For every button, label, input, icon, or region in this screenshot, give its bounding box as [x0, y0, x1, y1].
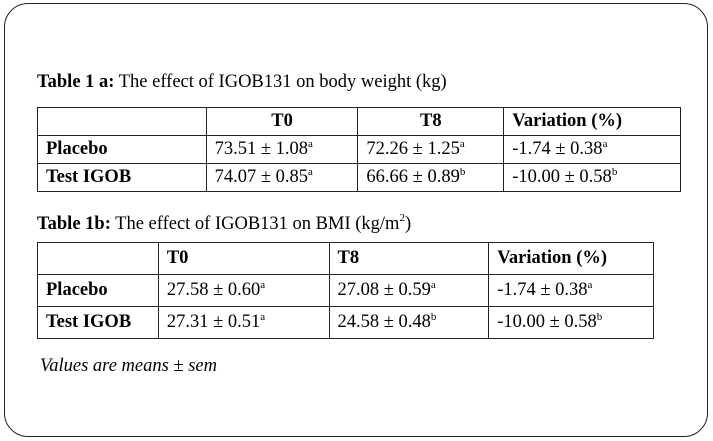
cell-t8: 27.08 ± 0.59a [328, 274, 490, 307]
cell-value: 73.51 ± 1.08 [214, 139, 309, 159]
header-cell-t8: T8 [357, 107, 505, 136]
cell-superscript: a [308, 166, 313, 178]
header-cell-t0: T0 [205, 107, 359, 136]
row-label: Test IGOB [37, 306, 159, 339]
table-header-row: T0 T8 Variation (%) [37, 242, 654, 275]
cell-superscript: b [596, 311, 603, 323]
footnote: Values are means ± sem [40, 356, 217, 376]
table2-caption-label: Table 1b: [37, 214, 111, 234]
cell-superscript: a [260, 311, 266, 323]
table-row: Test IGOB 74.07 ± 0.85a 66.66 ± 0.89b -1… [37, 163, 681, 192]
cell-superscript: a [308, 138, 313, 150]
cell-superscript: b [611, 166, 618, 178]
table-header-row: T0 T8 Variation (%) [37, 107, 681, 136]
cell-superscript: a [587, 279, 593, 291]
cell-value: -1.74 ± 0.38 [497, 280, 588, 300]
table1-caption-text: The effect of IGOB131 on body weight (kg… [114, 72, 447, 92]
cell-value: 74.07 ± 0.85 [214, 167, 309, 187]
table2: T0 T8 Variation (%) Placebo 27.58 ± 0.60… [37, 242, 654, 339]
header-cell-variation: Variation (%) [488, 242, 654, 275]
header-cell [37, 242, 159, 275]
cell-variation: -1.74 ± 0.38a [488, 274, 654, 307]
table2-caption: Table 1b: The effect of IGOB131 on BMI (… [37, 212, 412, 235]
cell-value: -10.00 ± 0.58 [512, 167, 612, 187]
cell-value: 27.08 ± 0.59 [337, 280, 431, 300]
header-cell-t8: T8 [328, 242, 490, 275]
header-cell-variation: Variation (%) [503, 107, 681, 136]
table2-caption-end: ) [404, 214, 412, 234]
cell-t8: 66.66 ± 0.89b [357, 163, 505, 192]
cell-value: 66.66 ± 0.89 [366, 167, 460, 187]
cell-value: 27.31 ± 0.51 [166, 312, 261, 332]
table-row: Placebo 73.51 ± 1.08a 72.26 ± 1.25a -1.7… [37, 135, 681, 164]
header-cell [37, 107, 207, 136]
table-row: Test IGOB 27.31 ± 0.51a 24.58 ± 0.48b -1… [37, 306, 654, 339]
cell-superscript: a [602, 138, 608, 150]
cell-t0: 27.31 ± 0.51a [157, 306, 330, 339]
cell-value: -10.00 ± 0.58 [497, 312, 597, 332]
cell-superscript: b [430, 311, 437, 323]
row-label: Placebo [37, 274, 159, 307]
table2-caption-text: The effect of IGOB131 on BMI (kg/m [110, 214, 400, 234]
cell-superscript: a [260, 279, 266, 291]
table1-caption: Table 1 a: The effect of IGOB131 on body… [37, 72, 447, 93]
table-row: Placebo 27.58 ± 0.60a 27.08 ± 0.59a -1.7… [37, 274, 654, 307]
cell-variation: -1.74 ± 0.38a [503, 135, 681, 164]
cell-superscript: a [430, 279, 436, 291]
cell-value: 24.58 ± 0.48 [337, 312, 431, 332]
cell-t8: 72.26 ± 1.25a [357, 135, 505, 164]
cell-superscript: b [459, 166, 466, 178]
cell-t0: 73.51 ± 1.08a [205, 135, 359, 164]
table1-caption-label: Table 1 a: [37, 72, 115, 92]
cell-variation: -10.00 ± 0.58b [488, 306, 654, 339]
table2-caption-superscript: 2 [399, 212, 405, 224]
cell-value: 72.26 ± 1.25 [366, 139, 460, 159]
cell-t8: 24.58 ± 0.48b [328, 306, 490, 339]
cell-t0: 74.07 ± 0.85a [205, 163, 359, 192]
cell-value: -1.74 ± 0.38 [512, 139, 603, 159]
cell-t0: 27.58 ± 0.60a [157, 274, 330, 307]
cell-value: 27.58 ± 0.60 [166, 280, 261, 300]
figure-frame [4, 3, 708, 437]
cell-variation: -10.00 ± 0.58b [503, 163, 681, 192]
header-cell-t0: T0 [157, 242, 330, 275]
row-label: Test IGOB [37, 163, 207, 192]
cell-superscript: a [459, 138, 465, 150]
table1: T0 T8 Variation (%) Placebo 73.51 ± 1.08… [37, 107, 681, 192]
row-label: Placebo [37, 135, 207, 164]
